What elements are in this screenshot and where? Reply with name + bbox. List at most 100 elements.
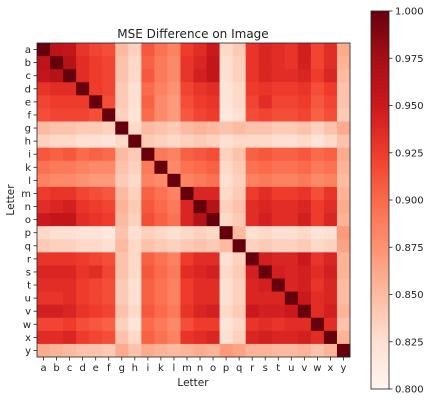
heatmap-cell-i-c: [63, 147, 77, 162]
heatmap-cell-u-p: [219, 291, 234, 306]
heatmap-cell-q-y: [336, 239, 351, 253]
heatmap-cell-x-d: [76, 330, 90, 345]
heatmap-cell-y-a: [37, 343, 51, 358]
heatmap-cell-d-v: [297, 82, 312, 96]
x-tick-label-d: d: [79, 363, 85, 374]
heatmap-cell-g-f: [102, 121, 116, 135]
heatmap-cell-o-l: [167, 213, 181, 227]
heatmap-cell-k-w: [310, 160, 325, 175]
heatmap-cell-o-g: [115, 213, 129, 227]
heatmap-cell-v-r: [245, 304, 260, 319]
heatmap-cell-r-t: [271, 252, 286, 266]
heatmap-cell-x-i: [141, 330, 155, 345]
heatmap-cell-w-m: [180, 317, 194, 332]
heatmap-cell-u-n: [193, 291, 207, 306]
heatmap-cell-b-k: [154, 56, 168, 70]
colorbar-tick-label: 1.000: [395, 7, 424, 18]
heatmap-cell-u-i: [141, 291, 155, 306]
heatmap-cell-v-e: [89, 304, 103, 319]
heatmap-cell-w-y: [336, 317, 351, 332]
heatmap-cell-x-k: [154, 330, 168, 345]
heatmap-cell-g-v: [297, 121, 312, 135]
heatmap-cell-b-l: [167, 56, 181, 70]
heatmap-cell-c-m: [180, 69, 194, 83]
heatmap-cell-x-p: [219, 330, 234, 345]
heatmap-cell-f-g: [115, 108, 129, 122]
heatmap-cell-q-x: [323, 239, 338, 253]
heatmap-cell-v-v: [297, 304, 312, 319]
heatmap-cell-g-x: [323, 121, 338, 135]
heatmap-cell-d-d: [76, 82, 90, 96]
heatmap-cell-e-c: [63, 95, 77, 109]
heatmap-cell-f-w: [310, 108, 325, 122]
heatmap-cell-b-h: [128, 56, 142, 70]
heatmap-cell-e-m: [180, 95, 194, 109]
heatmap-cell-m-v: [297, 186, 312, 201]
heatmap-cell-h-g: [115, 134, 129, 149]
heatmap-cell-d-g: [115, 82, 129, 96]
heatmap-cell-d-m: [180, 82, 194, 96]
heatmap-cell-c-e: [89, 69, 103, 83]
heatmap-cell-c-i: [141, 69, 155, 83]
heatmap-cell-u-o: [206, 291, 220, 306]
heatmap-cell-s-w: [310, 265, 325, 279]
heatmap-cell-n-x: [323, 200, 338, 214]
heatmap-cell-o-i: [141, 213, 155, 227]
colorbar: [370, 10, 390, 390]
heatmap-cell-a-x: [323, 43, 338, 57]
heatmap-cell-q-o: [206, 239, 220, 253]
heatmap-cell-o-f: [102, 213, 116, 227]
heatmap-cell-i-u: [284, 147, 299, 162]
heatmap-cell-g-l: [167, 121, 181, 135]
heatmap-cell-y-u: [284, 343, 299, 358]
heatmap-cell-l-o: [206, 173, 220, 188]
heatmap-cell-h-h: [128, 134, 142, 149]
heatmap-cell-m-b: [50, 186, 64, 201]
heatmap-cell-c-c: [63, 69, 77, 83]
x-tick-label-t: t: [276, 363, 280, 374]
heatmap-cell-e-r: [245, 95, 260, 109]
heatmap-cell-p-u: [284, 226, 299, 240]
heatmap-cell-h-m: [180, 134, 194, 149]
x-tick-label-y: y: [341, 363, 347, 374]
heatmap-cell-o-q: [232, 213, 247, 227]
heatmap-cell-w-n: [193, 317, 207, 332]
heatmap-cell-p-f: [102, 226, 116, 240]
heatmap-cell-b-a: [37, 56, 51, 70]
heatmap-cell-y-o: [206, 343, 220, 358]
heatmap-cell-n-t: [271, 200, 286, 214]
heatmap-cell-l-p: [219, 173, 234, 188]
heatmap-cell-c-f: [102, 69, 116, 83]
heatmap-cell-p-q: [232, 226, 247, 240]
heatmap-cell-v-i: [141, 304, 155, 319]
y-tick-label-a: a: [25, 45, 31, 56]
y-tick-label-c: c: [26, 71, 32, 82]
heatmap-cell-p-n: [193, 226, 207, 240]
heatmap-cell-i-s: [258, 147, 273, 162]
heatmap-cell-t-t: [271, 278, 286, 292]
heatmap-cell-v-k: [154, 304, 168, 319]
heatmap-cell-v-s: [258, 304, 273, 319]
heatmap-cell-l-v: [297, 173, 312, 188]
heatmap-cell-u-u: [284, 291, 299, 306]
heatmap-cell-w-b: [50, 317, 64, 332]
y-tick-label-t: t: [27, 281, 31, 292]
heatmap-cell-i-n: [193, 147, 207, 162]
heatmap-cell-e-h: [128, 95, 142, 109]
heatmap-cell-m-d: [76, 186, 90, 201]
heatmap-cell-b-n: [193, 56, 207, 70]
heatmap-cell-m-q: [232, 186, 247, 201]
heatmap-cell-f-h: [128, 108, 142, 122]
heatmap-cell-w-c: [63, 317, 77, 332]
heatmap-cell-v-q: [232, 304, 247, 319]
heatmap-cell-p-w: [310, 226, 325, 240]
heatmap-cell-k-q: [232, 160, 247, 175]
heatmap-cell-q-m: [180, 239, 194, 253]
heatmap-cell-d-f: [102, 82, 116, 96]
heatmap-cell-w-k: [154, 317, 168, 332]
heatmap-cell-y-r: [245, 343, 260, 358]
x-tick-label-b: b: [53, 363, 59, 374]
heatmap-cell-i-i: [141, 147, 155, 162]
heatmap-cell-a-a: [37, 43, 51, 57]
heatmap-cell-t-d: [76, 278, 90, 292]
